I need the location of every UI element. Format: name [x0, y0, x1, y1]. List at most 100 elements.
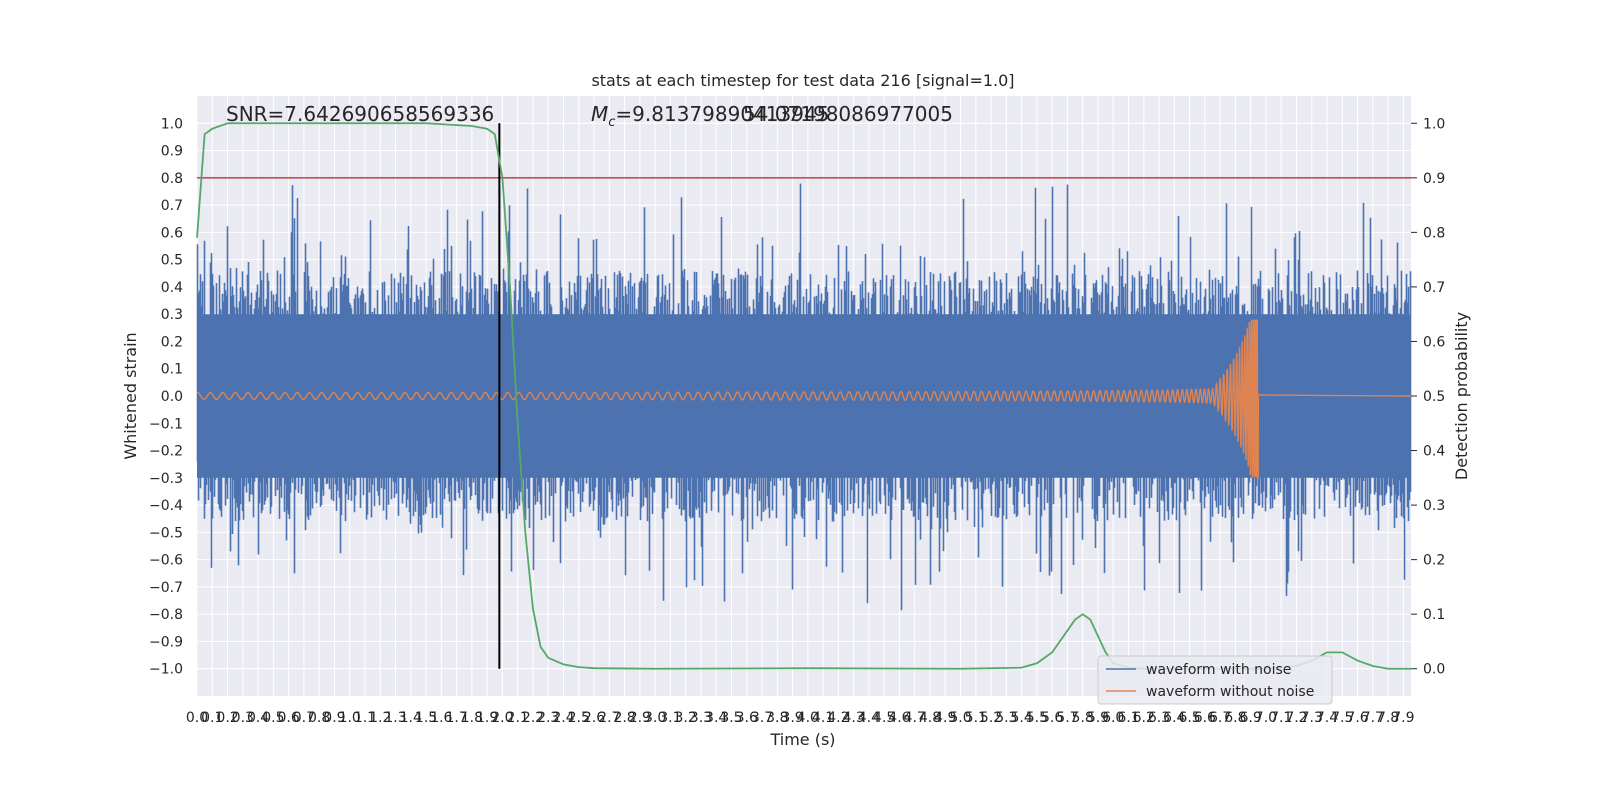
x-tick-label: 4.8: [919, 710, 941, 726]
right-tick-label: 0.3: [1423, 498, 1445, 514]
y-tick-label: −0.1: [149, 416, 183, 432]
legend-label-clean: waveform without noise: [1146, 684, 1314, 700]
y-tick-label: 0.1: [161, 362, 183, 378]
x-tick-label: 7.4: [1316, 710, 1338, 726]
y-tick-label: 0.3: [161, 307, 183, 323]
legend: waveform with noise waveform without noi…: [1097, 655, 1333, 705]
x-tick-label: 7.0: [1255, 710, 1277, 726]
x-tick-label: 6.2: [1133, 710, 1155, 726]
x-tick-label: 5.7: [1056, 710, 1078, 726]
x-tick-label: 2.2: [522, 710, 544, 726]
right-tick-label: 0.5: [1423, 389, 1445, 405]
mc-overlap-annotation: 54.07198086977005: [743, 102, 953, 126]
x-tick-label: 0.9: [323, 710, 345, 726]
x-tick-label: 1.2: [369, 710, 391, 726]
y-tick-label: −0.8: [149, 607, 183, 623]
y-tick-label: 0.6: [161, 225, 183, 241]
legend-label-noise: waveform with noise: [1146, 662, 1291, 678]
y-tick-label: −0.6: [149, 553, 183, 569]
x-tick-label: 4.1: [812, 710, 834, 726]
x-tick-label: 1.4: [400, 710, 422, 726]
x-tick-label: 7.9: [1392, 710, 1414, 726]
y-axis-label: Whitened strain: [121, 332, 140, 459]
y-tick-label: −0.4: [149, 498, 183, 514]
right-axis-label: Detection probability: [1452, 312, 1471, 480]
y-tick-label: 0.8: [161, 171, 183, 187]
y-tick-label: 0.9: [161, 144, 183, 160]
mc-annotation: Mc=9.81379890413945 54.07198086977005: [591, 102, 953, 130]
x-tick-label: 7.7: [1362, 710, 1384, 726]
y-tick-label: −0.7: [149, 580, 183, 596]
x-tick-label: 0.5: [262, 710, 284, 726]
right-tick-label: 0.4: [1423, 444, 1445, 460]
x-tick-label: 4.4: [858, 710, 880, 726]
x-tick-label: 5.3: [995, 710, 1017, 726]
x-tick-label: 2.1: [507, 710, 529, 726]
x-tick-label: 1.6: [430, 710, 452, 726]
y-tick-label: −0.3: [149, 471, 183, 487]
x-tick-label: 5.9: [1087, 710, 1109, 726]
x-tick-label: 7.1: [1270, 710, 1292, 726]
x-axis-ticks: 0.00.10.20.30.40.50.60.70.80.91.01.11.21…: [186, 710, 1415, 726]
right-tick-label: 0.1: [1423, 607, 1445, 623]
x-tick-label: 0.6: [277, 710, 299, 726]
x-tick-label: 2.4: [552, 710, 574, 726]
x-tick-label: 1.5: [415, 710, 437, 726]
x-tick-label: 4.0: [797, 710, 819, 726]
x-tick-label: 6.7: [1209, 710, 1231, 726]
right-tick-label: 0.8: [1423, 225, 1445, 241]
x-tick-label: 2.3: [537, 710, 559, 726]
right-tick-label: 0.2: [1423, 553, 1445, 569]
x-tick-label: 6.0: [1102, 710, 1124, 726]
x-tick-label: 4.6: [888, 710, 910, 726]
x-tick-label: 1.7: [445, 710, 467, 726]
x-tick-label: 1.3: [384, 710, 406, 726]
x-tick-label: 3.2: [675, 710, 697, 726]
x-tick-label: 3.4: [705, 710, 727, 726]
x-tick-label: 4.7: [904, 710, 926, 726]
x-tick-label: 5.8: [1072, 710, 1094, 726]
x-tick-label: 3.3: [690, 710, 712, 726]
x-tick-label: 5.0: [949, 710, 971, 726]
x-tick-label: 6.8: [1224, 710, 1246, 726]
svg-text:Mc=9.81379890413945: Mc=9.81379890413945: [591, 102, 829, 130]
right-tick-label: 0.0: [1423, 662, 1445, 678]
x-tick-label: 4.3: [842, 710, 864, 726]
x-tick-label: 6.1: [1117, 710, 1139, 726]
x-tick-label: 4.5: [873, 710, 895, 726]
y-tick-label: 0.4: [161, 280, 183, 296]
x-tick-label: 4.9: [934, 710, 956, 726]
x-tick-label: 5.2: [980, 710, 1002, 726]
x-tick-label: 2.7: [598, 710, 620, 726]
x-axis-label: Time (s): [769, 730, 835, 749]
y-tick-label: −0.5: [149, 525, 183, 541]
x-tick-label: 7.2: [1285, 710, 1307, 726]
x-tick-label: 3.8: [766, 710, 788, 726]
waveform-without-noise-layer: [196, 319, 1412, 479]
x-tick-label: 3.0: [644, 710, 666, 726]
x-tick-label: 2.6: [583, 710, 605, 726]
y-tick-label: 0.0: [161, 389, 183, 405]
x-tick-label: 0.4: [247, 710, 269, 726]
x-tick-label: 7.5: [1331, 710, 1353, 726]
right-tick-label: 0.9: [1423, 171, 1445, 187]
right-axis-ticks: 0.0 0.1 0.2 0.3 0.4 0.5 0.6 0.7 0.8 0.9 1.0: [1411, 116, 1445, 678]
x-tick-label: 0.1: [201, 710, 223, 726]
noise-dense-band: [197, 314, 1411, 478]
waveform-with-noise-layer: [196, 183, 1412, 611]
x-tick-label: 2.9: [629, 710, 651, 726]
right-tick-label: 0.7: [1423, 280, 1445, 296]
y-tick-label: 0.7: [161, 198, 183, 214]
x-tick-label: 2.0: [491, 710, 513, 726]
x-tick-label: 4.2: [827, 710, 849, 726]
x-tick-label: 5.4: [1010, 710, 1032, 726]
x-tick-label: 5.5: [1026, 710, 1048, 726]
y-tick-label: 0.2: [161, 334, 183, 350]
x-tick-label: 3.9: [781, 710, 803, 726]
x-tick-label: 0.0: [186, 710, 208, 726]
y-tick-label: −1.0: [149, 662, 183, 678]
x-tick-label: 6.4: [1163, 710, 1185, 726]
right-tick-label: 0.6: [1423, 334, 1445, 350]
x-tick-label: 3.1: [659, 710, 681, 726]
